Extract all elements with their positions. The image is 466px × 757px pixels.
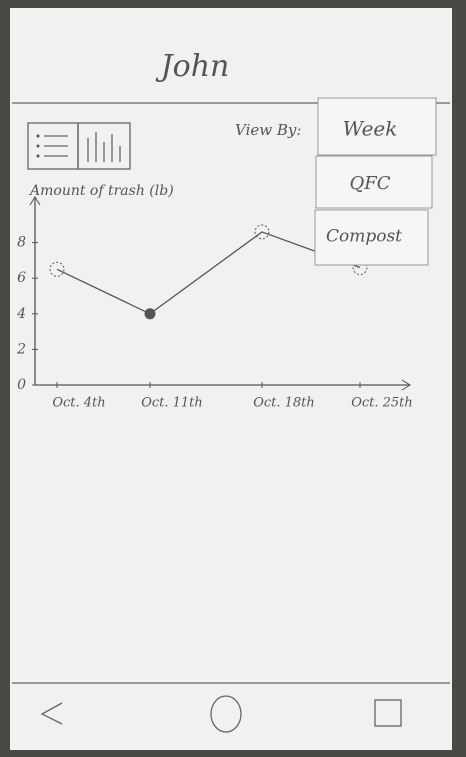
data-line	[56, 231, 361, 315]
back-button[interactable]	[40, 702, 63, 725]
x-tick-label: Oct. 25th	[351, 396, 413, 411]
y-tick-label: 4	[16, 306, 26, 322]
data-point	[254, 224, 270, 240]
dropdown-option[interactable]	[317, 97, 437, 156]
view-by-dropdown: Week QFC Compost	[314, 97, 437, 266]
home-button[interactable]	[210, 695, 242, 733]
x-arrow	[401, 379, 411, 391]
data-point	[144, 308, 156, 320]
y-tick-label: 6	[17, 270, 26, 286]
x-tick-label: Oct. 4th	[52, 396, 105, 411]
header-title: John	[155, 49, 230, 84]
option-text: QFC	[349, 173, 390, 194]
y-tick-label: 0	[17, 377, 26, 393]
data-point	[49, 261, 65, 277]
dropdown-option[interactable]	[315, 155, 433, 209]
x-tick-label: Oct. 18th	[253, 396, 315, 411]
recents-button[interactable]	[374, 699, 402, 727]
x-tick-label: Oct. 11th	[141, 396, 203, 411]
option-text: Week	[343, 117, 398, 141]
chart-view-toggle[interactable]	[77, 122, 131, 170]
dropdown-option[interactable]	[314, 209, 429, 266]
option-text: Compost	[326, 227, 402, 247]
y-arrow	[29, 196, 41, 206]
y-axis-label: Amount of trash (lb)	[28, 183, 174, 199]
y-tick-label: 8	[17, 235, 26, 251]
y-tick-label: 2	[16, 341, 26, 357]
view-by-label: View By:	[235, 121, 301, 139]
